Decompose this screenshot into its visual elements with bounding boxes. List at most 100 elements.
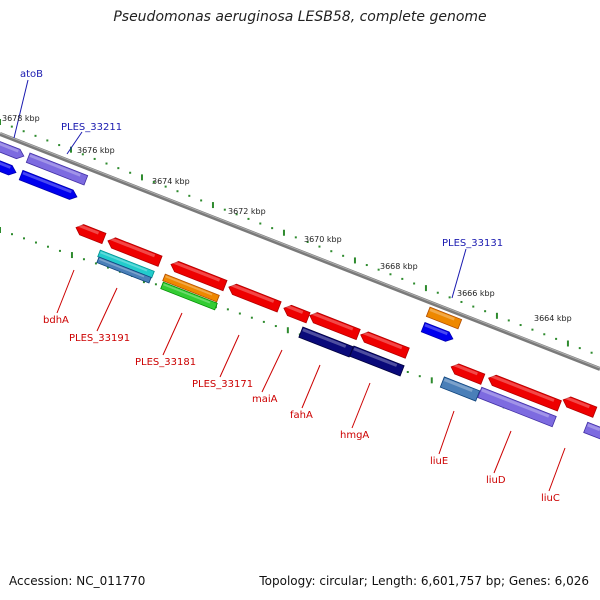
gene-arrow-highlight: [362, 331, 403, 350]
gene-arrow-highlight: [29, 154, 81, 177]
gene-arrow-highlight: [77, 223, 100, 235]
gene-arrow-body: [439, 376, 481, 402]
genome-summary-text: Topology: circular; Length: 6,601,757 bp…: [259, 574, 589, 588]
gene-ples-33211-arrow[interactable]: [25, 152, 89, 186]
gene-arrow-body: [97, 249, 155, 279]
gene-arrow-highlight: [424, 323, 448, 336]
gene-arrow-body: [420, 321, 454, 342]
gene-arrow-body: [162, 273, 220, 303]
scale-label: 3666 kbp: [457, 289, 495, 298]
gene-ples-33171-arrow[interactable]: [227, 282, 282, 313]
gene-arrow-body: [160, 281, 218, 311]
leader-liue: [438, 410, 455, 455]
gene-liuc-purple-arrow[interactable]: [583, 421, 600, 441]
leader-hmga: [351, 382, 371, 429]
gene-ples-33191-steel-arrow[interactable]: [96, 256, 152, 284]
gene-arrow-highlight: [230, 283, 275, 303]
gene-label-ples-33211[interactable]: PLES_33211: [61, 122, 122, 133]
gene-label-hmga[interactable]: hmgA: [340, 430, 369, 441]
gene-ples-33131-arrow[interactable]: [425, 306, 463, 330]
gene-arrow-highlight: [100, 251, 148, 272]
gene-arrow-highlight: [302, 328, 347, 348]
gene-ples-33211-lower-arrow[interactable]: [18, 169, 79, 201]
gene-arrow-highlight: [452, 362, 478, 376]
gene-arrow-highlight: [0, 158, 11, 169]
gene-ples-33181-arrow[interactable]: [169, 259, 228, 292]
leader-liuc: [548, 447, 566, 492]
gene-arrow-highlight: [353, 347, 398, 367]
gene-atob-lower-arrow[interactable]: [0, 156, 18, 177]
gene-label-liue[interactable]: liuE: [430, 456, 448, 467]
gene-label-ples-33181[interactable]: PLES_33181: [135, 357, 196, 368]
accession-text: Accession: NC_011770: [9, 574, 146, 588]
gene-atob-arrow[interactable]: [0, 138, 26, 161]
gene-label-liuc[interactable]: liuC: [541, 493, 560, 504]
scale-label: 3672 kbp: [228, 207, 266, 216]
outer-tick-track: [0, 119, 593, 354]
gene-label-ples-33171[interactable]: PLES_33171: [192, 379, 253, 390]
gene-label-maia[interactable]: maiA: [252, 394, 278, 405]
gene-arrow-body: [283, 304, 311, 324]
gene-hmga-arrow[interactable]: [359, 330, 410, 359]
gene-arrow-body: [488, 374, 562, 412]
gene-arrow-body: [75, 224, 107, 245]
leader-ples-33131: [451, 248, 467, 299]
gene-arrow-body: [425, 306, 463, 330]
gene-arrow-body: [349, 345, 405, 377]
scale-label: 3676 kbp: [77, 146, 115, 155]
gene-label-atob[interactable]: atoB: [20, 69, 43, 80]
gene-label-bdha[interactable]: bdhA: [43, 315, 69, 326]
gene-arrow-body: [562, 396, 598, 418]
gene-arrow-highlight: [165, 275, 213, 296]
scale-label: 3664 kbp: [534, 314, 572, 323]
gene-label-ples-33191[interactable]: PLES_33191: [69, 333, 130, 344]
gene-faha-arrow[interactable]: [308, 310, 361, 341]
gene-label-ples-33131[interactable]: PLES_33131: [442, 238, 503, 249]
gene-hmga-navy-arrow[interactable]: [349, 345, 405, 377]
gene-arrow-body: [298, 326, 354, 358]
gene-maia-arrow[interactable]: [282, 303, 311, 324]
gene-arrow-highlight: [22, 171, 72, 194]
gene-arrow-body: [228, 283, 282, 313]
scale-label: 3678 kbp: [2, 114, 40, 123]
page-title: Pseudomonas aeruginosa LESB58, complete …: [113, 9, 487, 25]
gene-liud-purple-arrow[interactable]: [477, 386, 557, 428]
genome-backbone-highlight: [0, 132, 600, 369]
gene-arrow-body: [170, 261, 228, 292]
gene-arrow-highlight: [109, 236, 156, 258]
gene-arrow-body: [0, 156, 17, 176]
gene-arrow-body: [25, 152, 89, 186]
gene-arrow-body: [309, 312, 361, 341]
leader-ples-33181: [162, 312, 183, 356]
gene-label-faha[interactable]: fahA: [290, 410, 313, 421]
label-leaders: [13, 79, 566, 492]
scale-label: 3668 kbp: [380, 262, 418, 271]
gene-ples-33181-orange-arrow[interactable]: [162, 273, 220, 303]
gene-arrow-body: [107, 237, 163, 267]
gene-arrow-highlight: [429, 308, 455, 321]
gene-arrow-body: [477, 386, 557, 428]
leader-maia: [261, 349, 283, 393]
gene-arrow-highlight: [443, 378, 473, 393]
scale-label: 3670 kbp: [304, 235, 342, 244]
gene-arrow-highlight: [587, 423, 600, 432]
gene-arrow-highlight: [0, 140, 19, 153]
gene-ples-33181-green-arrow[interactable]: [160, 281, 218, 311]
gene-liue-arrow[interactable]: [449, 362, 486, 385]
gene-liud-arrow[interactable]: [487, 373, 562, 412]
gene-features: [0, 138, 600, 441]
gene-bdha-arrow[interactable]: [74, 222, 107, 245]
gene-arrow-body: [450, 363, 486, 385]
gene-arrow-body: [96, 256, 152, 284]
gene-liuc-arrow[interactable]: [561, 395, 598, 418]
gene-liue-steel-arrow[interactable]: [439, 376, 481, 402]
gene-ples-33191-arrow[interactable]: [106, 236, 163, 267]
gene-ples-33131-lower-arrow[interactable]: [420, 321, 454, 344]
leader-atob: [13, 79, 29, 139]
gene-ples-33191-cyan-arrow[interactable]: [97, 249, 155, 279]
leader-ples-33191: [96, 287, 118, 332]
gene-faha-navy-arrow[interactable]: [298, 326, 354, 358]
gene-label-liud[interactable]: liuD: [486, 475, 506, 486]
gene-arrow-highlight: [490, 374, 555, 402]
